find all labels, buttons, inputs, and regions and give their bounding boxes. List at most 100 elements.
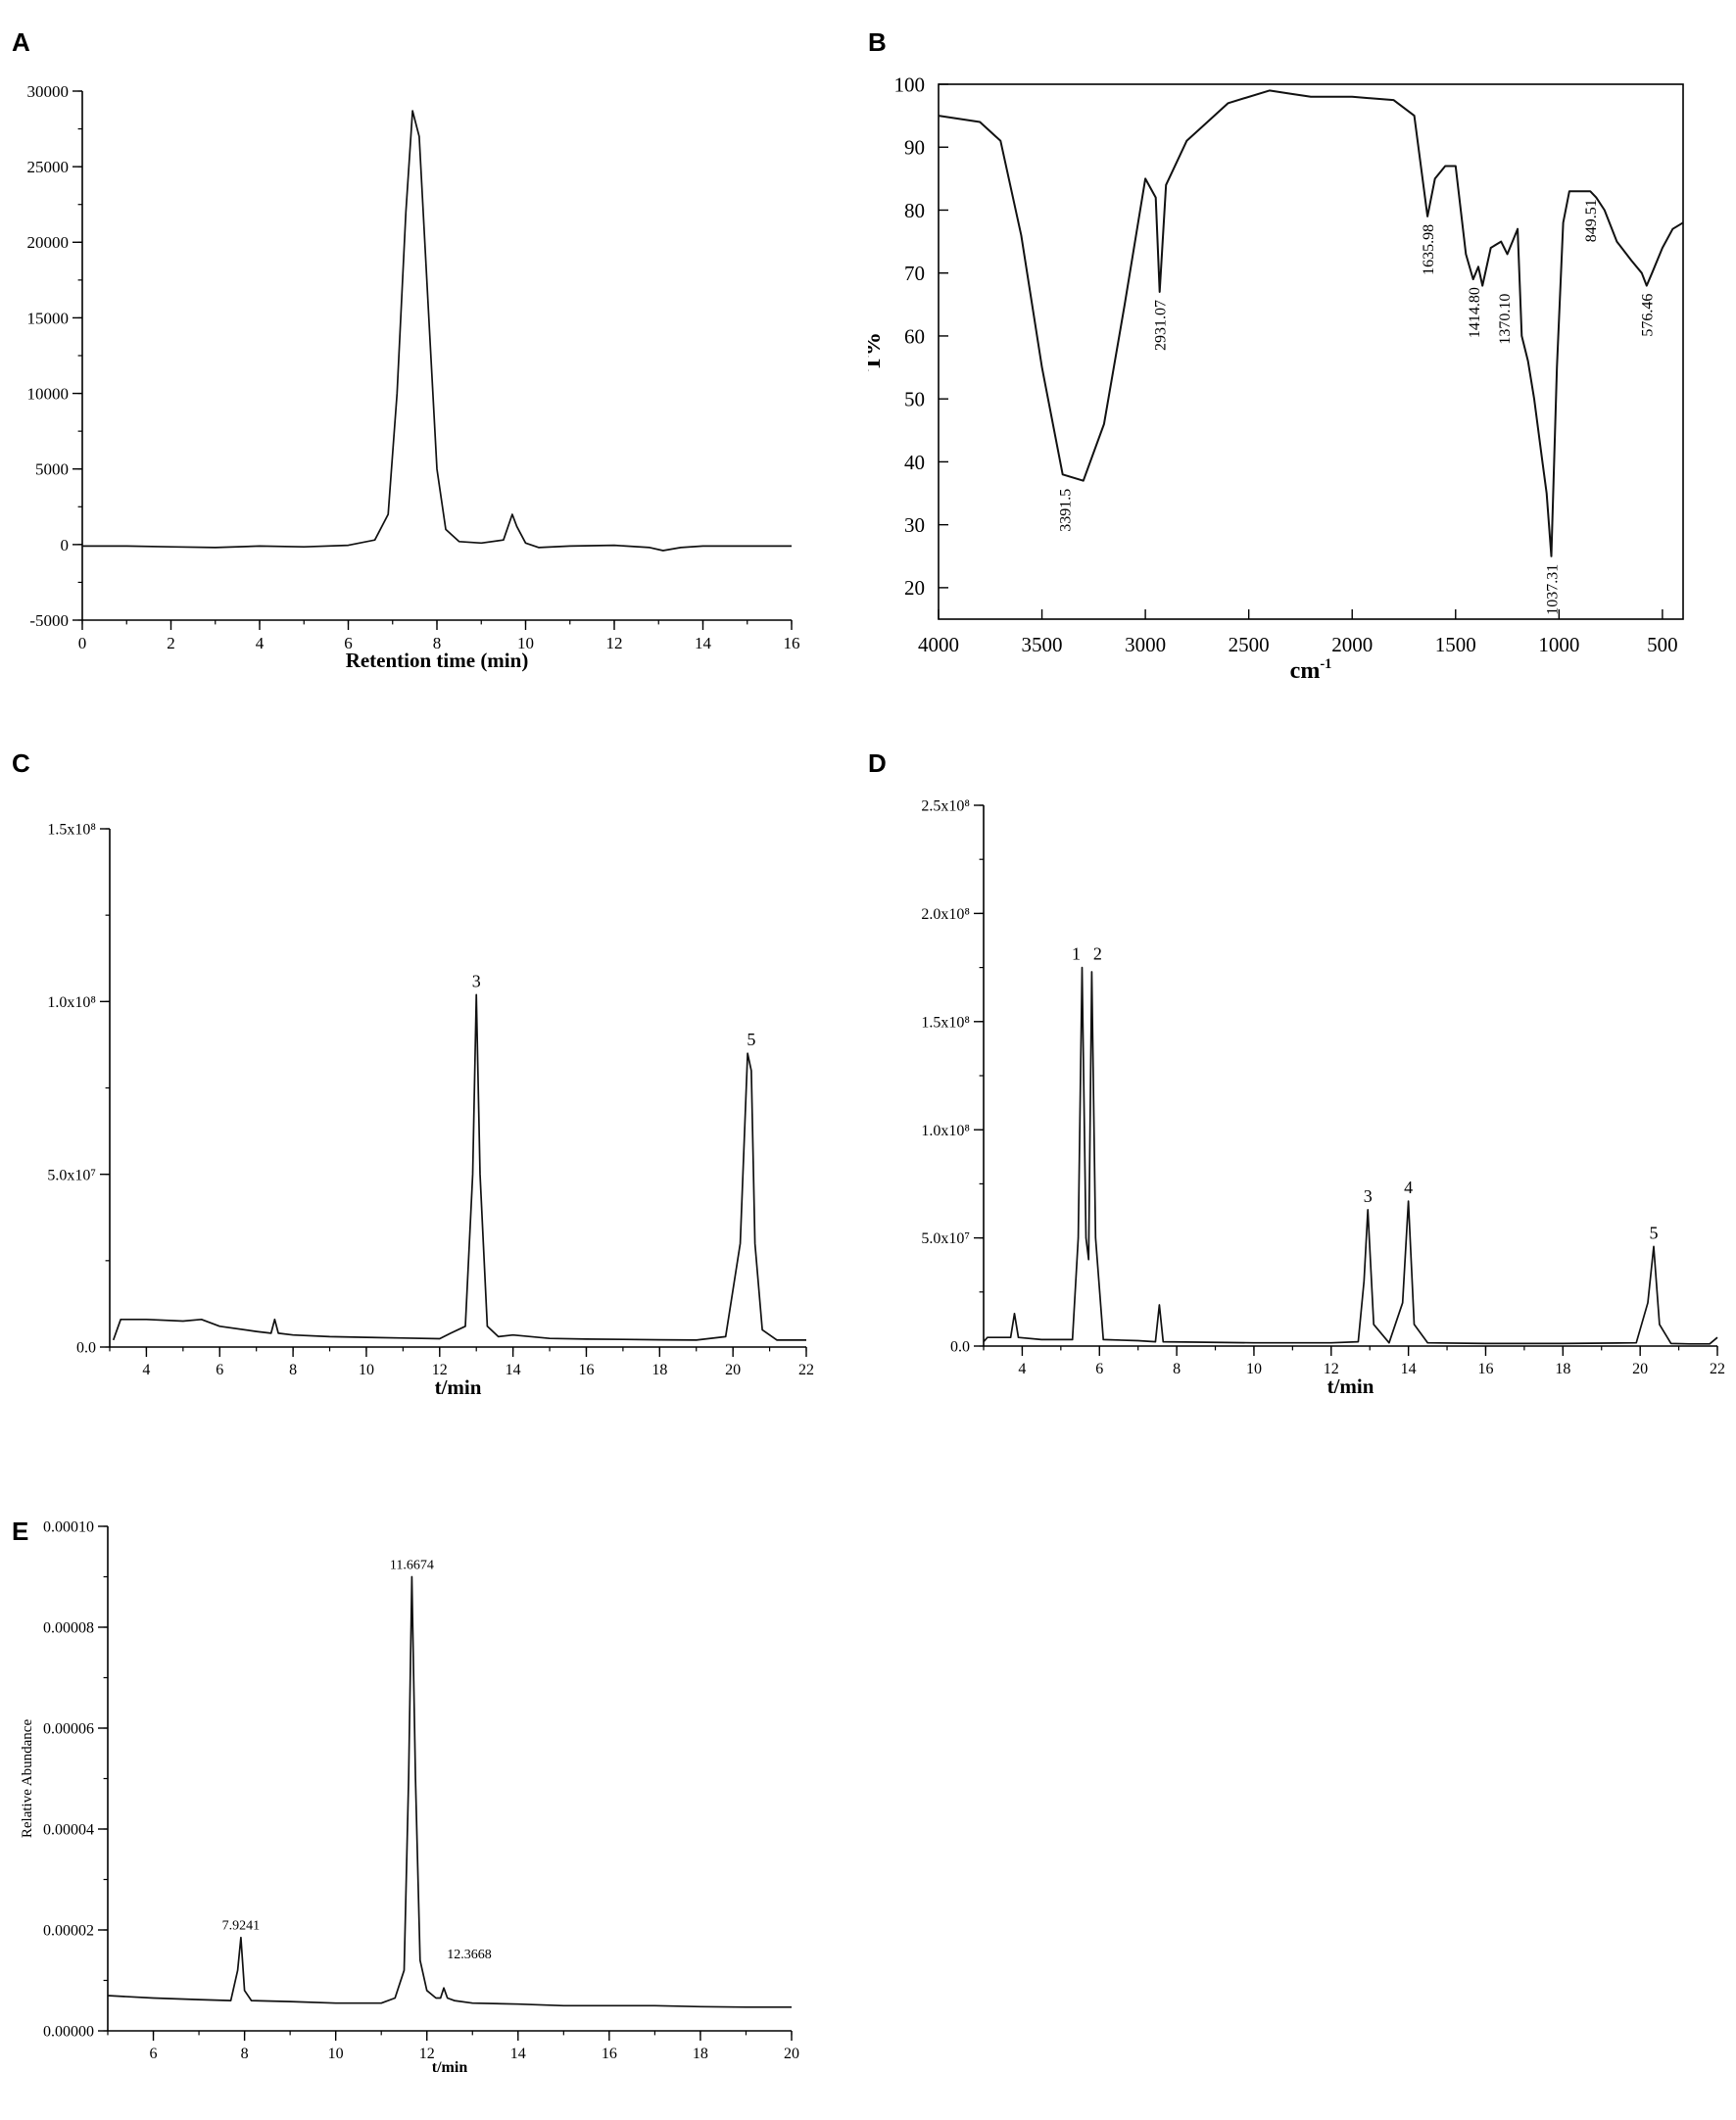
x-tick-label: 14 (510, 2046, 526, 2062)
series-line (107, 1575, 792, 2008)
y-tick-label: 0.00004 (43, 1822, 94, 1839)
x-tick-label: 20 (1632, 1361, 1648, 1377)
x-tick-label: 4 (256, 634, 265, 652)
x-tick-label: 4000 (918, 633, 959, 656)
x-tick-label: 10 (328, 2046, 344, 2062)
panel-letter: D (868, 748, 887, 778)
peak-label: 11.6674 (390, 1559, 434, 1573)
x-axis-label: t/min (432, 2059, 468, 2076)
x-tick-label: 18 (651, 1362, 667, 1378)
y-tick-label: 0.0 (76, 1340, 96, 1357)
x-tick-label: 16 (784, 634, 800, 652)
series-line (938, 89, 1684, 557)
x-tick-label: 12 (606, 634, 623, 652)
y-tick-label: 0.00002 (43, 1923, 94, 1940)
y-axis-label: T% (868, 332, 886, 371)
series-line (983, 966, 1718, 1345)
x-tick-label: 10 (517, 634, 534, 652)
x-tick-label: 6 (150, 2046, 158, 2062)
x-tick-label: 14 (1401, 1361, 1417, 1377)
peak-label: 849.51 (1583, 199, 1600, 242)
y-tick-label: 20000 (27, 233, 70, 252)
x-tick-label: 1500 (1435, 633, 1476, 656)
panel-letter: B (868, 27, 887, 57)
peak-label: 2 (1093, 944, 1102, 964)
x-tick-label: 6 (1095, 1361, 1103, 1377)
peak-label: 4 (1404, 1178, 1413, 1197)
x-tick-label: 3500 (1022, 633, 1063, 656)
peak-label: 3 (472, 971, 481, 990)
panel-d: D 4 6 8 10 12 14 16 18 20 22 0.0 5.0x10⁷ 1.0x10⁸ 1.5x… (868, 715, 1736, 1460)
x-tick-label: 4 (1018, 1361, 1026, 1377)
x-tick-label: 6 (216, 1362, 223, 1378)
panel-letter: C (12, 748, 30, 778)
y-tick-label: 2.0x10⁸ (921, 906, 970, 923)
x-tick-label: 0 (78, 634, 87, 652)
y-tick-label: 20 (904, 576, 925, 600)
y-tick-label: 15000 (27, 309, 70, 327)
x-tick-label: 8 (289, 1362, 297, 1378)
peak-label: 3391.5 (1057, 489, 1074, 532)
panel-a: A 0 2 4 6 8 10 12 14 16 -5000 0 5000 10000 15000 20000… (0, 0, 868, 715)
y-tick-label: 60 (904, 324, 925, 348)
x-axis-label: cm-1 (1290, 656, 1332, 684)
y-tick-label: 1.0x10⁸ (921, 1123, 970, 1139)
x-tick-label: 8 (433, 634, 442, 652)
x-tick-label: 10 (1246, 1361, 1262, 1377)
panel-letter: A (12, 27, 30, 57)
y-tick-label: 0.00010 (43, 1519, 94, 1536)
x-tick-label: 14 (695, 634, 712, 652)
x-tick-label: 18 (693, 2046, 708, 2062)
y-tick-label: 80 (904, 199, 925, 222)
plot-frame (938, 83, 1684, 620)
y-tick-label: 25000 (27, 158, 70, 176)
y-tick-label: 70 (904, 262, 925, 285)
x-tick-label: 22 (1710, 1361, 1725, 1377)
peak-label: 1370.10 (1497, 294, 1514, 345)
peak-label: 7.9241 (222, 1919, 261, 1934)
x-tick-label: 22 (798, 1362, 814, 1378)
x-tick-label: 12 (419, 2046, 435, 2062)
peak-label: 1 (1072, 944, 1081, 964)
x-tick-label: 8 (1173, 1361, 1181, 1377)
y-tick-label: 30 (904, 513, 925, 537)
panel-letter: E (12, 1517, 29, 1546)
y-tick-label: 100 (894, 72, 926, 96)
peak-label: 5 (747, 1030, 755, 1049)
x-tick-label: 6 (344, 634, 353, 652)
y-tick-label: 1.0x10⁸ (47, 994, 96, 1011)
peak-label: 1037.31 (1544, 564, 1561, 615)
y-tick-label: 0 (61, 536, 70, 554)
panel-e: E 6 8 10 12 14 16 18 20 0.00000 0.00002 0.00004 0.0… (0, 1460, 868, 2120)
y-tick-label: 1.5x10⁸ (47, 822, 96, 839)
x-tick-label: 2 (167, 634, 175, 652)
y-tick-label: 50 (904, 388, 925, 411)
series-line (112, 993, 806, 1341)
y-tick-label: 90 (904, 136, 925, 160)
chart-e: 6 8 10 12 14 16 18 20 0.00000 0.00002 0.00004 0.000… (20, 1519, 799, 2076)
x-tick-label: 12 (1324, 1361, 1339, 1377)
y-tick-label: 0.00008 (43, 1620, 94, 1637)
peak-label: 576.46 (1640, 294, 1657, 337)
peak-label: 2931.07 (1153, 300, 1170, 351)
x-tick-label: 16 (1477, 1361, 1493, 1377)
x-tick-label: 500 (1647, 633, 1678, 656)
x-tick-label: 2500 (1229, 633, 1270, 656)
chart-d: 4 6 8 10 12 14 16 18 20 220.05.0x10⁷1.0x10⁸1.5x10… (921, 798, 1725, 1398)
peak-label: 5 (1649, 1223, 1658, 1242)
x-tick-label: 16 (578, 1362, 594, 1378)
x-tick-label: 10 (359, 1362, 374, 1378)
peak-label: 12.3668 (447, 1948, 492, 1962)
chart-b: 4000 3500 3000 2500 2000 1500 1000 500 20 30 40 50 6… (868, 72, 1684, 684)
x-tick-label: 4 (142, 1362, 150, 1378)
chart-c: 4 6 8 10 12 14 16 18 20 22 0.0 5.0x10⁷ 1.0x10⁸ 1.5x10… (47, 822, 814, 1399)
x-tick-label: 14 (506, 1362, 521, 1378)
x-tick-label: 1000 (1538, 633, 1579, 656)
y-tick-label: 5.0x10⁷ (47, 1167, 96, 1183)
x-tick-label: 3000 (1125, 633, 1166, 656)
panel-b: B 4000 3500 3000 2500 2000 1500 1000 500 20 30 40 5… (868, 0, 1736, 715)
panel-c: C 4 6 8 10 12 14 16 18 20 22 0.0 5.0x10⁷ 1.0x10⁸ 1.5x… (0, 715, 868, 1460)
x-axis-label: t/min (435, 1375, 482, 1399)
peak-label: 3 (1364, 1186, 1373, 1206)
y-tick-label: 40 (904, 451, 925, 474)
